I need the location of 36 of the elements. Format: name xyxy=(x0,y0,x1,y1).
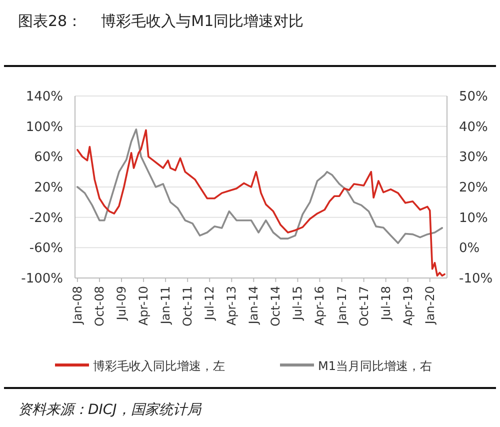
y-tick-label: 100% xyxy=(26,120,63,135)
y-tick-label: -100% xyxy=(21,272,63,286)
y2-tick-label: -10% xyxy=(459,272,493,286)
y-tick-label: 60% xyxy=(34,150,63,166)
x-tick-label: Jan-11 xyxy=(158,286,173,326)
x-tick-label: Oct-14 xyxy=(268,286,283,326)
y2-tick-label: 40% xyxy=(459,120,488,135)
y2-tick-label: 20% xyxy=(459,180,488,196)
x-tick-label: Jan-14 xyxy=(246,286,261,326)
chart-title: 图表28： 博彩毛收入与M1同比增速对比 xyxy=(18,12,304,30)
x-tick-label: Jul-12 xyxy=(202,286,217,322)
x-tick-label: Jan-17 xyxy=(334,286,349,326)
x-tick-label: Jul-18 xyxy=(378,286,393,322)
y-tick-label: -20% xyxy=(29,210,63,226)
x-tick-label: Oct-08 xyxy=(92,286,106,326)
x-tick-label: Jul-09 xyxy=(114,286,128,322)
y-tick-label: -60% xyxy=(29,241,63,256)
x-tick-label: Apr-10 xyxy=(136,286,151,326)
y2-tick-label: 30% xyxy=(459,150,488,166)
y-tick-label: 140% xyxy=(26,90,63,104)
x-tick-label: Apr-19 xyxy=(400,286,415,326)
y2-tick-label: 0% xyxy=(459,241,480,256)
line-series xyxy=(76,128,444,244)
y-tick-label: 20% xyxy=(34,180,63,196)
legend-label: 博彩毛收入同比增速，左 xyxy=(93,359,225,373)
x-tick-label: Jul-15 xyxy=(290,286,305,322)
x-tick-label: Apr-16 xyxy=(312,286,327,326)
x-tick-label: Jan-08 xyxy=(70,286,84,326)
x-tick-label: Oct-11 xyxy=(180,286,195,326)
y2-tick-label: 10% xyxy=(459,210,488,226)
legend-label: M1当月同比增速，右 xyxy=(318,359,432,373)
x-tick-label: Jan-20 xyxy=(422,286,437,326)
y2-tick-label: 50% xyxy=(459,90,488,104)
text: 资料来源：DICJ，国家统计局 xyxy=(18,402,202,418)
x-tick-label: Oct-17 xyxy=(356,286,371,326)
x-tick-label: Apr-13 xyxy=(224,286,239,326)
